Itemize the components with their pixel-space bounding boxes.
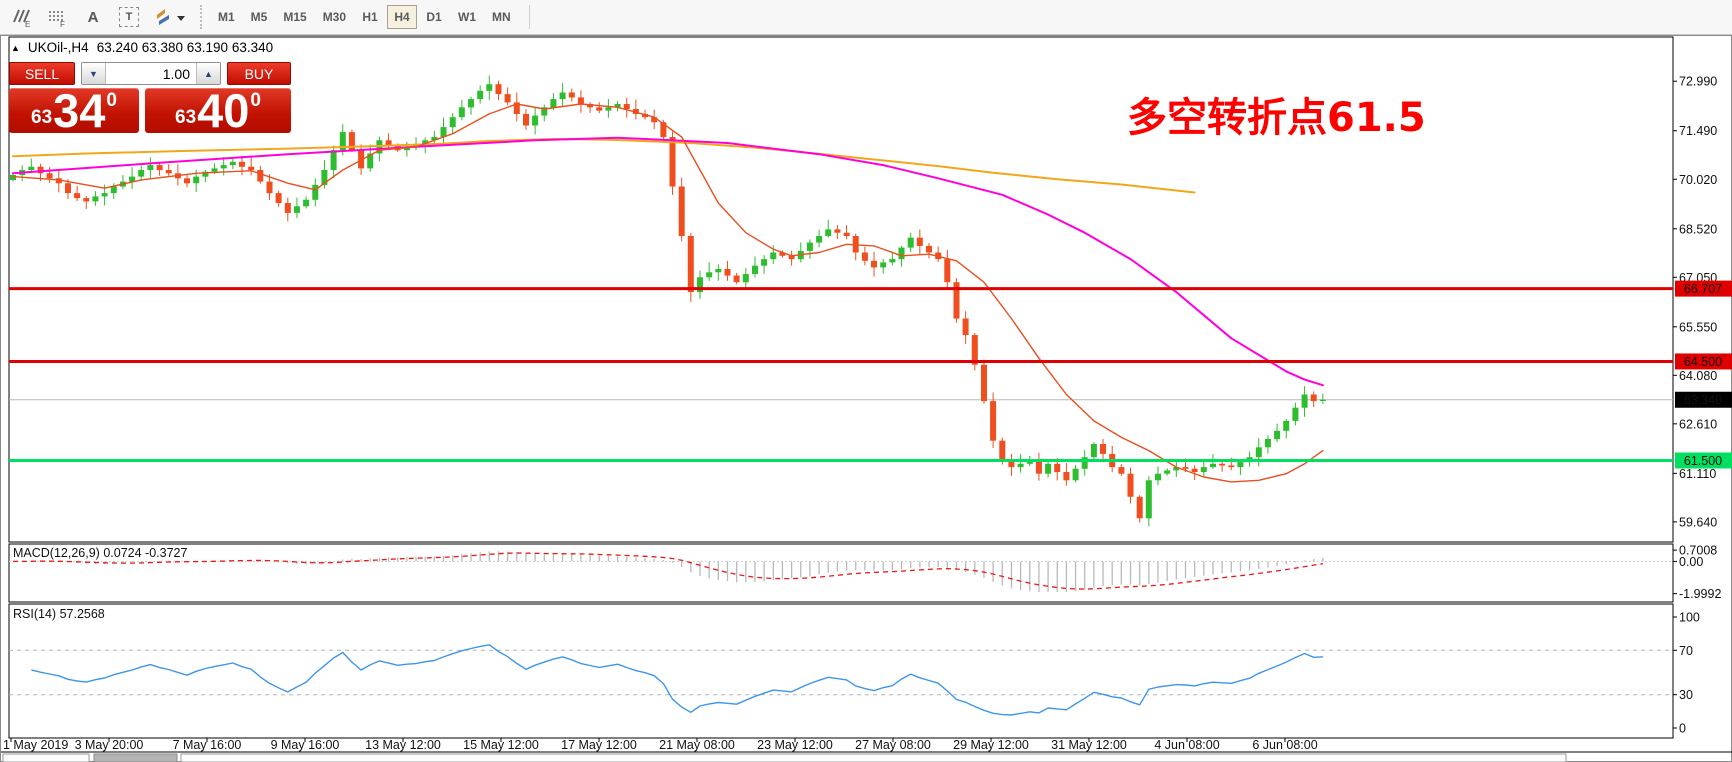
- svg-text:E: E: [25, 20, 30, 28]
- chart-text-annotation[interactable]: 多空转折点61.5: [1127, 95, 1426, 141]
- sell-button[interactable]: SELL: [9, 62, 75, 85]
- svg-text:30: 30: [1679, 688, 1693, 702]
- ohlc-quotes: 63.240 63.380 63.190 63.340: [96, 40, 274, 55]
- svg-text:62.610: 62.610: [1679, 417, 1717, 431]
- toolbar-separator: [200, 5, 202, 29]
- svg-text:70: 70: [1679, 644, 1693, 658]
- trade-buttons-row: SELL ▼ ▲ BUY: [9, 62, 291, 85]
- sell-price-main: 34: [53, 84, 106, 138]
- one-click-trade-panel: SELL ▼ ▲ BUY 63 34 0 63 40 0: [9, 62, 291, 138]
- svg-text:31 May 12:00: 31 May 12:00: [1051, 738, 1127, 752]
- buy-price-prefix: 63: [175, 107, 197, 128]
- buy-price-main: 40: [197, 84, 250, 138]
- svg-text:72.990: 72.990: [1679, 75, 1717, 89]
- toolbar-separator: [528, 5, 530, 29]
- rsi-value: 57.2568: [59, 607, 105, 621]
- rsi-name: RSI(14): [13, 607, 57, 621]
- svg-text:61.500: 61.500: [1684, 454, 1722, 468]
- svg-text:-1.9992: -1.9992: [1679, 587, 1721, 601]
- svg-text:27 May 08:00: 27 May 08:00: [855, 738, 931, 752]
- symbol-period-label: UKOil-,H4: [27, 40, 89, 55]
- svg-text:71.490: 71.490: [1679, 124, 1717, 138]
- timeframe-h4[interactable]: H4: [387, 5, 418, 29]
- svg-text:21 May 08:00: 21 May 08:00: [659, 738, 735, 752]
- svg-text:29 May 12:00: 29 May 12:00: [953, 738, 1029, 752]
- macd-indicator-label: MACD(12,26,9) 0.0724 -0.3727: [13, 546, 187, 560]
- timeframe-d1[interactable]: D1: [419, 5, 449, 29]
- svg-text:F: F: [60, 20, 65, 28]
- svg-text:68.520: 68.520: [1679, 222, 1717, 236]
- svg-text:0: 0: [1679, 722, 1686, 736]
- svg-text:65.550: 65.550: [1679, 320, 1717, 334]
- svg-text:0.7008: 0.7008: [1679, 544, 1717, 558]
- svg-text:9 May 16:00: 9 May 16:00: [271, 738, 340, 752]
- timeframe-m1[interactable]: M1: [211, 5, 242, 29]
- timeframe-w1[interactable]: W1: [451, 5, 483, 29]
- macd-signal-line: [13, 552, 1323, 590]
- svg-text:61.110: 61.110: [1679, 467, 1716, 481]
- svg-text:63.340: 63.340: [1684, 393, 1722, 407]
- svg-text:17 May 12:00: 17 May 12:00: [561, 738, 637, 752]
- chart-title: ▲ UKOil-,H4 63.240 63.380 63.190 63.340: [11, 40, 273, 55]
- chart-window: 72.990 71.490 70.020 68.520 67.050 65.550 64.0…: [0, 35, 1732, 762]
- timeframe-m30[interactable]: M30: [316, 5, 353, 29]
- ma-fast-orangered: [12, 103, 1324, 483]
- timeframe-m5[interactable]: M5: [244, 5, 275, 29]
- svg-text:100: 100: [1679, 611, 1700, 625]
- svg-text:6 Jun 08:00: 6 Jun 08:00: [1252, 738, 1317, 752]
- timeframe-h1[interactable]: H1: [355, 5, 385, 29]
- svg-text:0.00: 0.00: [1679, 555, 1703, 569]
- macd-name: MACD(12,26,9): [13, 546, 100, 560]
- ma-mid-magenta: [12, 136, 1324, 387]
- buy-button[interactable]: BUY: [227, 62, 291, 85]
- chart-canvas[interactable]: 72.99071.49070.02068.52067.05065.55064.0…: [1, 36, 1732, 762]
- svg-text:70.020: 70.020: [1679, 173, 1717, 187]
- svg-text:7 May 16:00: 7 May 16:00: [173, 738, 242, 752]
- text-box-icon[interactable]: T: [114, 4, 144, 30]
- timeframe-mn[interactable]: MN: [485, 5, 518, 29]
- svg-text:4 Jun 08:00: 4 Jun 08:00: [1154, 738, 1219, 752]
- indicators-icon[interactable]: E: [6, 4, 36, 30]
- buy-price-sup: 0: [250, 90, 261, 111]
- horizontal-scrollbar[interactable]: [2, 753, 1567, 762]
- volume-spinner: ▼ ▲: [81, 62, 221, 85]
- volume-input[interactable]: [106, 63, 196, 84]
- sell-price-sup: 0: [106, 90, 117, 111]
- trade-prices-row: 63 34 0 63 40 0: [9, 84, 291, 138]
- ma-slow-orange: [12, 138, 1196, 194]
- svg-text:23 May 12:00: 23 May 12:00: [757, 738, 833, 752]
- svg-text:59.640: 59.640: [1679, 515, 1717, 529]
- macd-histogram: [21, 551, 1324, 593]
- macd-value: 0.0724: [103, 546, 142, 560]
- svg-text:64.080: 64.080: [1679, 369, 1717, 383]
- svg-text:66.707: 66.707: [1684, 282, 1722, 296]
- grid-objects-icon[interactable]: F: [42, 4, 72, 30]
- rsi-indicator-label: RSI(14) 57.2568: [13, 607, 105, 621]
- sell-price-prefix: 63: [31, 107, 53, 128]
- macd-signal-value: -0.3727: [145, 546, 188, 560]
- buy-price-box[interactable]: 63 40 0: [145, 84, 291, 138]
- svg-text:1 May 2019: 1 May 2019: [3, 738, 68, 752]
- collapse-triangle-icon[interactable]: ▲: [11, 42, 20, 53]
- volume-increase-button[interactable]: ▲: [196, 63, 220, 84]
- volume-decrease-button[interactable]: ▼: [82, 63, 106, 84]
- rsi-line: [31, 644, 1323, 716]
- candles: [10, 75, 1326, 527]
- sell-price-box[interactable]: 63 34 0: [9, 84, 139, 138]
- svg-text:13 May 12:00: 13 May 12:00: [365, 738, 441, 752]
- toolbar: E F A T M1 M5 M15 M30 H1 H4 D1 W1 M: [0, 0, 1732, 35]
- svg-text:3 May 20:00: 3 May 20:00: [75, 738, 144, 752]
- svg-text:15 May 12:00: 15 May 12:00: [463, 738, 539, 752]
- timeframe-m15[interactable]: M15: [276, 5, 313, 29]
- cycle-objects-icon[interactable]: [150, 4, 190, 30]
- text-label-icon[interactable]: A: [87, 8, 99, 26]
- svg-text:64.500: 64.500: [1684, 355, 1722, 369]
